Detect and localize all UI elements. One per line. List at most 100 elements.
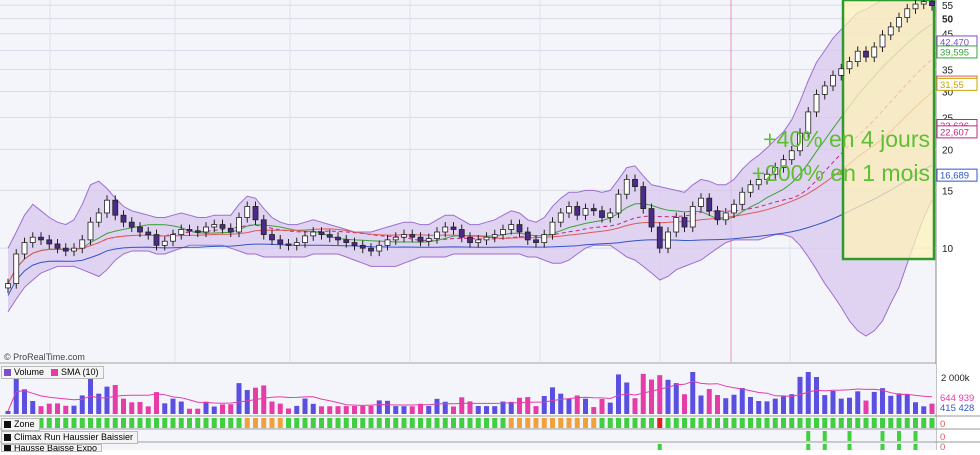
volume-panel <box>0 362 936 414</box>
annotation-4-days: +40% en 4 jours <box>763 126 930 152</box>
price-badge-label: 42,470 <box>940 37 969 48</box>
candle-body <box>582 208 589 216</box>
zone-bar <box>335 418 341 428</box>
zone-bar <box>665 418 671 428</box>
candle-body <box>681 217 688 228</box>
zone-bar <box>475 418 481 428</box>
price-badge-box <box>936 168 978 182</box>
zone-bar <box>781 418 786 428</box>
price-tick-label: 55 <box>942 1 954 12</box>
price-badge-label: 31,55 <box>940 80 964 91</box>
volume-bar <box>162 403 168 414</box>
zone-bar <box>112 418 118 428</box>
zone-bar <box>772 418 778 428</box>
zone-bar <box>393 418 399 428</box>
candle-body <box>95 212 102 223</box>
volume-bar <box>409 406 415 414</box>
candle-body <box>120 214 127 223</box>
zone-bar <box>682 418 687 428</box>
zone-bar <box>434 418 440 428</box>
candle-body <box>409 234 416 238</box>
candle-body <box>714 210 721 221</box>
volume-legend-label: Volume <box>14 367 45 377</box>
volume-bar <box>913 402 918 414</box>
candle-body <box>920 1 927 5</box>
candle-body <box>46 239 53 245</box>
volume-bar <box>269 401 275 414</box>
candle-body <box>137 226 143 233</box>
price-tick-label: 35 <box>942 66 954 77</box>
candle-body <box>260 219 267 235</box>
candle-body <box>879 34 886 48</box>
zone-bar <box>228 418 234 428</box>
candle-body <box>293 242 300 246</box>
price-badge-label: 22,607 <box>940 127 969 138</box>
candle-body <box>104 199 110 214</box>
volume-bar <box>566 398 572 414</box>
candle-body <box>665 231 671 249</box>
volume-bar <box>682 394 687 414</box>
zone-bar <box>170 418 176 428</box>
zone-bar <box>178 418 184 428</box>
volume-bar <box>772 398 778 414</box>
zone-bar <box>838 418 844 428</box>
zone-bar <box>880 418 885 428</box>
candle-body <box>805 111 812 134</box>
volume-bar <box>863 400 869 414</box>
zone-bar <box>459 418 465 428</box>
volume-bar <box>673 383 679 414</box>
candle-body <box>516 224 523 233</box>
zone-bar <box>368 418 374 428</box>
volume-legend[interactable]: Volume SMA (10) <box>1 366 104 379</box>
candle-body <box>285 243 292 246</box>
volume-bar <box>376 400 382 414</box>
volume-bar <box>805 372 811 414</box>
zone-bar <box>211 418 217 428</box>
candle-body <box>351 242 358 246</box>
volume-bar <box>855 391 861 414</box>
zone-bar <box>508 418 514 428</box>
zone-swatch <box>4 421 11 428</box>
climax-marker <box>880 431 885 441</box>
candle-body <box>533 239 539 243</box>
indicator-panel-bg <box>0 430 936 442</box>
volume-bar <box>418 403 423 414</box>
candle-body <box>458 229 465 238</box>
candle-body <box>846 61 853 70</box>
zone-bar <box>830 418 836 428</box>
volume-bar <box>574 395 580 414</box>
volume-bar <box>781 396 786 414</box>
volume-bar <box>63 405 69 414</box>
volume-bar <box>195 408 201 414</box>
zone-bar <box>847 418 852 428</box>
volume-bar <box>904 394 910 414</box>
volume-bar <box>401 406 407 414</box>
volume-bar <box>541 396 547 414</box>
candle-body <box>467 236 473 243</box>
zone-bar <box>352 418 357 428</box>
candle-body <box>632 178 638 188</box>
candle-body <box>236 217 242 233</box>
candle-body <box>211 224 218 228</box>
zone-bar <box>863 418 869 428</box>
candle-body <box>359 244 366 249</box>
climax-panel-title[interactable]: Climax Run Haussier Baissier <box>1 431 139 444</box>
expo-title: Hausse Baisse Expo <box>14 444 98 452</box>
zone-bar <box>294 418 300 428</box>
volume-bar <box>558 393 564 414</box>
candle-body <box>384 239 391 246</box>
zone-bar <box>797 418 803 428</box>
zone-panel-title[interactable]: Zone <box>1 418 40 431</box>
indicator-panels <box>0 415 980 450</box>
zone-bar <box>492 418 498 428</box>
expo-panel-title[interactable]: Hausse Baisse Expo <box>1 444 103 452</box>
zone-bar <box>649 418 654 428</box>
volume-bar <box>896 393 902 414</box>
volume-bar <box>236 383 242 414</box>
candle-body <box>821 85 828 95</box>
zone-bar <box>187 418 192 428</box>
expo-marker <box>806 444 811 450</box>
zone-title: Zone <box>14 419 35 429</box>
sma-legend-swatch <box>51 369 59 376</box>
expo-marker <box>657 444 662 450</box>
